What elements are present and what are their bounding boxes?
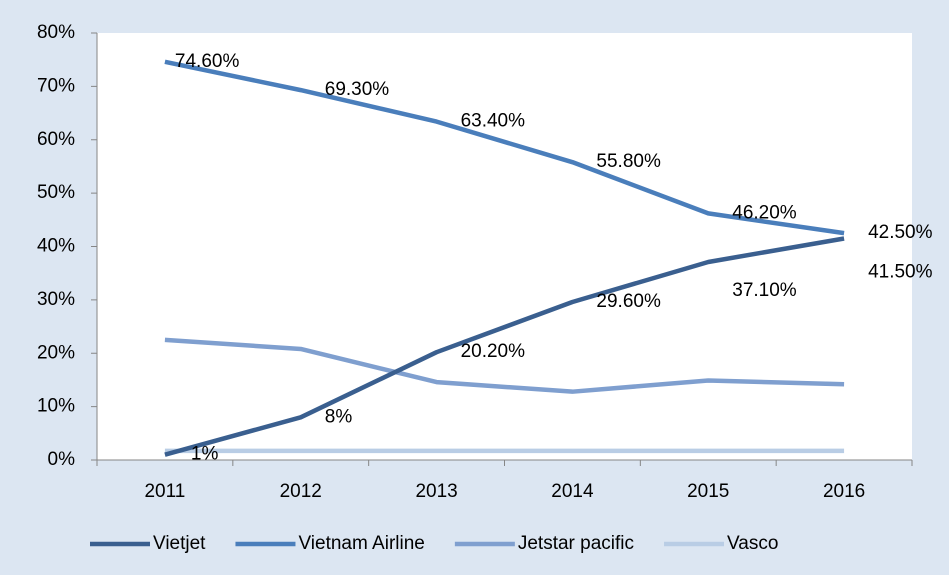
- data-label: 20.20%: [461, 341, 526, 362]
- y-tick-label: 60%: [37, 129, 75, 150]
- data-label: 63.40%: [461, 111, 526, 132]
- data-label: 69.30%: [325, 79, 390, 100]
- data-label: 55.80%: [596, 151, 661, 172]
- x-tick-label: 2012: [280, 481, 322, 502]
- legend-label: Vasco: [727, 533, 778, 554]
- y-tick-label: 70%: [37, 75, 75, 96]
- x-tick-label: 2014: [551, 481, 594, 502]
- y-tick-label: 30%: [37, 289, 75, 310]
- series-line: [164, 59, 845, 236]
- data-label: 74.60%: [175, 51, 240, 72]
- series-line: [164, 337, 845, 394]
- data-label: 37.10%: [732, 280, 797, 301]
- y-tick-label: 0%: [48, 449, 76, 470]
- y-tick-label: 20%: [37, 342, 75, 363]
- data-label: 41.50%: [868, 262, 933, 283]
- y-tick-label: 80%: [37, 22, 75, 43]
- x-tick-label: 2015: [687, 481, 729, 502]
- data-label: 8%: [325, 406, 353, 427]
- data-label: 42.50%: [868, 222, 933, 243]
- legend-label: Jetstar pacific: [518, 533, 634, 554]
- data-label: 1%: [191, 444, 219, 465]
- y-tick-label: 10%: [37, 396, 75, 417]
- data-label: 46.20%: [732, 202, 797, 223]
- x-tick-label: 2016: [823, 481, 865, 502]
- y-tick-label: 50%: [37, 182, 75, 203]
- x-tick-label: 2013: [415, 481, 457, 502]
- series-line: [164, 236, 845, 457]
- x-tick-label: 2011: [144, 481, 185, 502]
- y-tick-label: 40%: [37, 236, 75, 257]
- data-label: 29.60%: [596, 291, 661, 312]
- legend-label: Vietnam Airline: [298, 533, 424, 554]
- legend-label: Vietjet: [153, 533, 206, 554]
